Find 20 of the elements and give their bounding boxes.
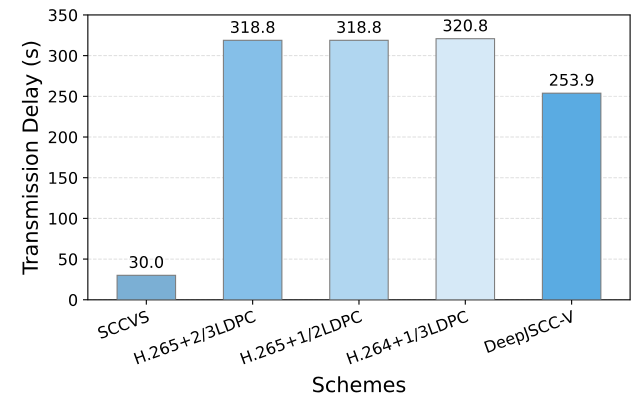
bar — [222, 40, 282, 300]
data-label: 253.9 — [550, 74, 594, 86]
x-axis-title: Schemes — [313, 376, 406, 392]
data-label: 320.8 — [444, 19, 488, 32]
y-tick-label: 250 — [48, 90, 78, 103]
y-tick-label: 50 — [59, 253, 78, 266]
y-tick-label: 350 — [48, 9, 78, 22]
bar — [542, 92, 602, 300]
y-tick-label: 200 — [48, 131, 78, 144]
y-tick-label: 150 — [49, 172, 78, 184]
bar — [116, 274, 176, 300]
data-label: 318.8 — [337, 20, 381, 34]
y-tick-label: 100 — [49, 212, 78, 225]
y-tick-label: 0 — [69, 294, 78, 306]
y-axis-title: Transmission Delay (s) — [22, 42, 42, 275]
y-tick-label: 300 — [48, 50, 78, 62]
bar — [436, 38, 496, 300]
data-label: 318.8 — [231, 20, 274, 34]
data-label: 30.0 — [130, 256, 164, 268]
bar — [329, 40, 389, 300]
